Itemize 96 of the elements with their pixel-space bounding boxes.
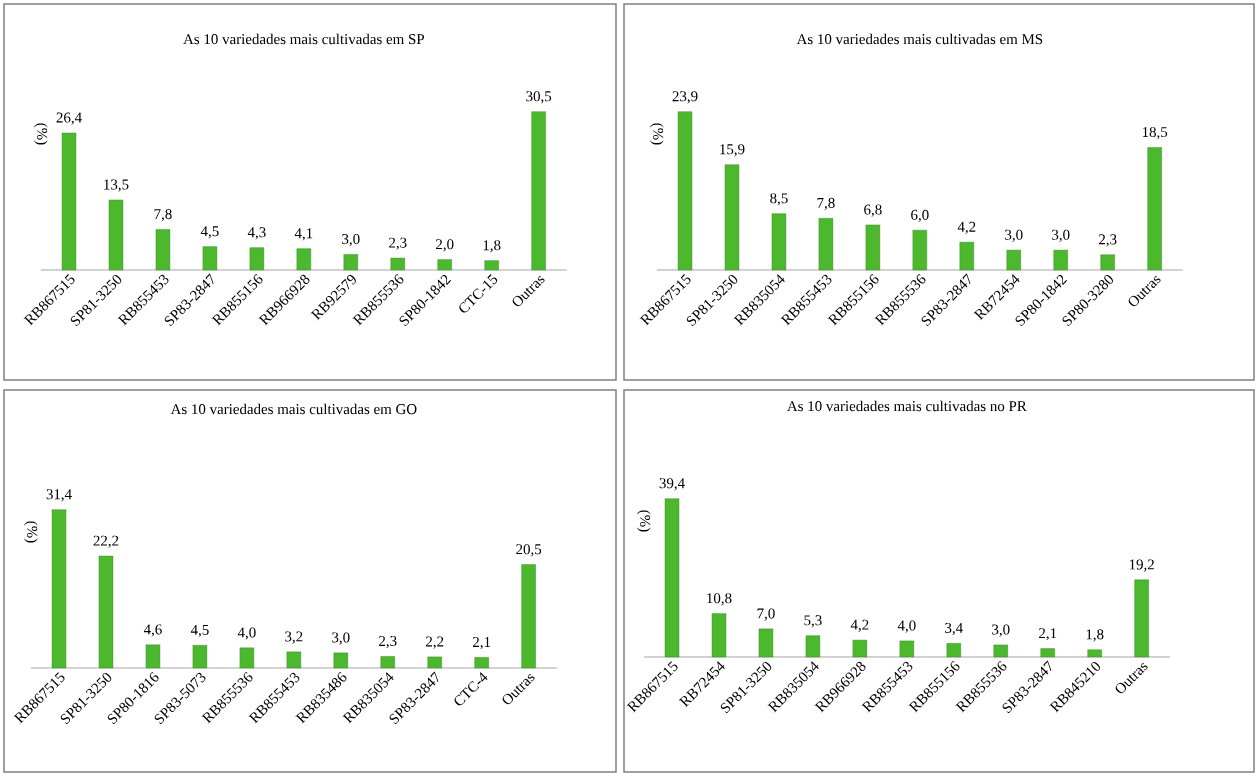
bar	[239, 647, 255, 669]
data-label: 3,4	[945, 622, 963, 636]
data-label: 3,0	[332, 632, 350, 645]
bar	[865, 224, 881, 271]
bar	[677, 111, 693, 271]
y-axis-title: (%)	[34, 123, 48, 145]
data-label: 23,9	[672, 91, 698, 104]
bar	[1040, 648, 1055, 658]
data-label: 4,6	[143, 624, 162, 637]
bar	[51, 509, 67, 669]
bar	[711, 613, 727, 658]
data-label: 8,5	[770, 193, 788, 206]
data-label: 22,2	[93, 535, 119, 548]
bar	[946, 643, 961, 658]
bar	[202, 246, 218, 271]
data-label: 2,0	[436, 239, 454, 252]
bar	[959, 241, 974, 271]
data-label: 30,5	[526, 91, 552, 104]
bar	[484, 260, 499, 271]
bar	[912, 230, 928, 271]
bar	[333, 652, 348, 669]
data-label: 15,9	[720, 144, 745, 157]
data-label: 6,0	[911, 209, 929, 223]
bar	[1053, 249, 1068, 271]
data-label: 2,3	[1099, 234, 1117, 247]
data-label: 19,2	[1129, 559, 1154, 572]
bar	[531, 111, 546, 271]
bar	[61, 132, 77, 271]
data-label: 3,0	[992, 624, 1010, 637]
chart-title: As 10 variedades mais cultivadas em MS	[796, 33, 1043, 45]
data-label: 7,8	[154, 209, 172, 222]
data-label: 2,3	[389, 237, 407, 250]
data-label: 39,4	[659, 478, 685, 491]
data-label: 4,3	[247, 227, 266, 240]
bar	[98, 555, 114, 669]
data-label: 4,1	[294, 228, 313, 241]
bar	[155, 229, 171, 271]
data-label: 10,8	[707, 593, 732, 606]
bar	[805, 635, 821, 658]
bar	[1087, 649, 1102, 658]
data-label: 7,0	[757, 608, 775, 621]
data-label: 31,4	[46, 489, 72, 502]
data-label: 4,0	[897, 620, 916, 633]
bar	[343, 254, 358, 271]
bar	[521, 564, 536, 669]
data-label: 5,3	[804, 615, 822, 628]
bar	[427, 656, 442, 669]
bar	[474, 657, 489, 669]
data-label: 4,2	[850, 619, 869, 632]
chart-title: As 10 variedades mais cultivadas em GO	[170, 403, 417, 415]
y-axis-title: (%)	[637, 510, 651, 532]
data-label: 18,5	[1142, 126, 1168, 140]
bar	[1100, 254, 1115, 271]
bar	[380, 656, 395, 669]
data-label: 2,2	[426, 636, 444, 649]
data-label: 20,5	[516, 544, 542, 557]
bar	[724, 164, 740, 271]
data-label: 1,8	[1086, 629, 1104, 642]
data-label: 4,5	[200, 226, 219, 239]
bar	[108, 199, 124, 271]
data-label: 4,2	[957, 221, 976, 234]
data-label: 2,1	[1039, 628, 1057, 641]
data-label: 2,3	[379, 636, 397, 649]
bar	[664, 498, 680, 658]
data-label: 2,1	[473, 637, 491, 650]
y-axis-title: (%)	[24, 521, 38, 543]
data-label: 13,5	[104, 179, 129, 192]
bar	[286, 651, 302, 669]
data-label: 3,2	[285, 631, 303, 644]
data-label: 26,4	[56, 112, 82, 125]
bar	[852, 639, 868, 658]
bar	[1147, 147, 1162, 271]
bar	[818, 218, 834, 271]
bar	[437, 259, 452, 271]
data-label: 3,0	[342, 233, 360, 247]
bar	[390, 257, 405, 271]
bar	[1006, 249, 1021, 271]
bar	[993, 644, 1008, 658]
data-label: 1,8	[483, 240, 501, 253]
bar	[249, 247, 265, 271]
data-label: 6,8	[864, 204, 882, 217]
data-label: 3,0	[1005, 229, 1023, 242]
bar	[296, 248, 312, 271]
bar	[899, 640, 915, 658]
chart-title: As 10 variedades mais cultivadas no PR	[787, 400, 1027, 412]
chart-title: As 10 variedades mais cultivadas em SP	[183, 33, 425, 45]
data-label: 3,0	[1052, 229, 1070, 242]
bar	[758, 628, 774, 658]
data-label: 4,0	[237, 627, 256, 640]
y-axis-title: (%)	[650, 123, 664, 145]
bar	[1134, 579, 1149, 658]
data-label: 7,8	[817, 197, 835, 211]
bar	[145, 644, 161, 669]
bar	[192, 645, 208, 669]
bar	[771, 213, 787, 271]
data-label: 4,5	[190, 624, 209, 638]
